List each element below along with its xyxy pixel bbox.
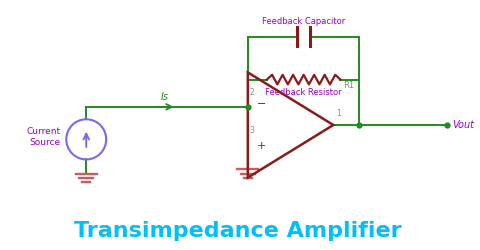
- Text: Is: Is: [161, 92, 168, 102]
- Text: Current
Source: Current Source: [26, 127, 60, 147]
- Text: R1: R1: [343, 82, 354, 90]
- Text: −: −: [256, 100, 266, 110]
- Text: 1: 1: [336, 109, 341, 118]
- Text: +: +: [256, 140, 266, 150]
- Text: 3: 3: [250, 126, 254, 134]
- Text: Transimpedance Amplifier: Transimpedance Amplifier: [74, 221, 402, 241]
- Text: 2: 2: [250, 88, 254, 97]
- Text: Feedback Capacitor: Feedback Capacitor: [262, 17, 345, 26]
- Text: Vout: Vout: [452, 120, 474, 130]
- Text: Feedback Resistor: Feedback Resistor: [265, 88, 342, 97]
